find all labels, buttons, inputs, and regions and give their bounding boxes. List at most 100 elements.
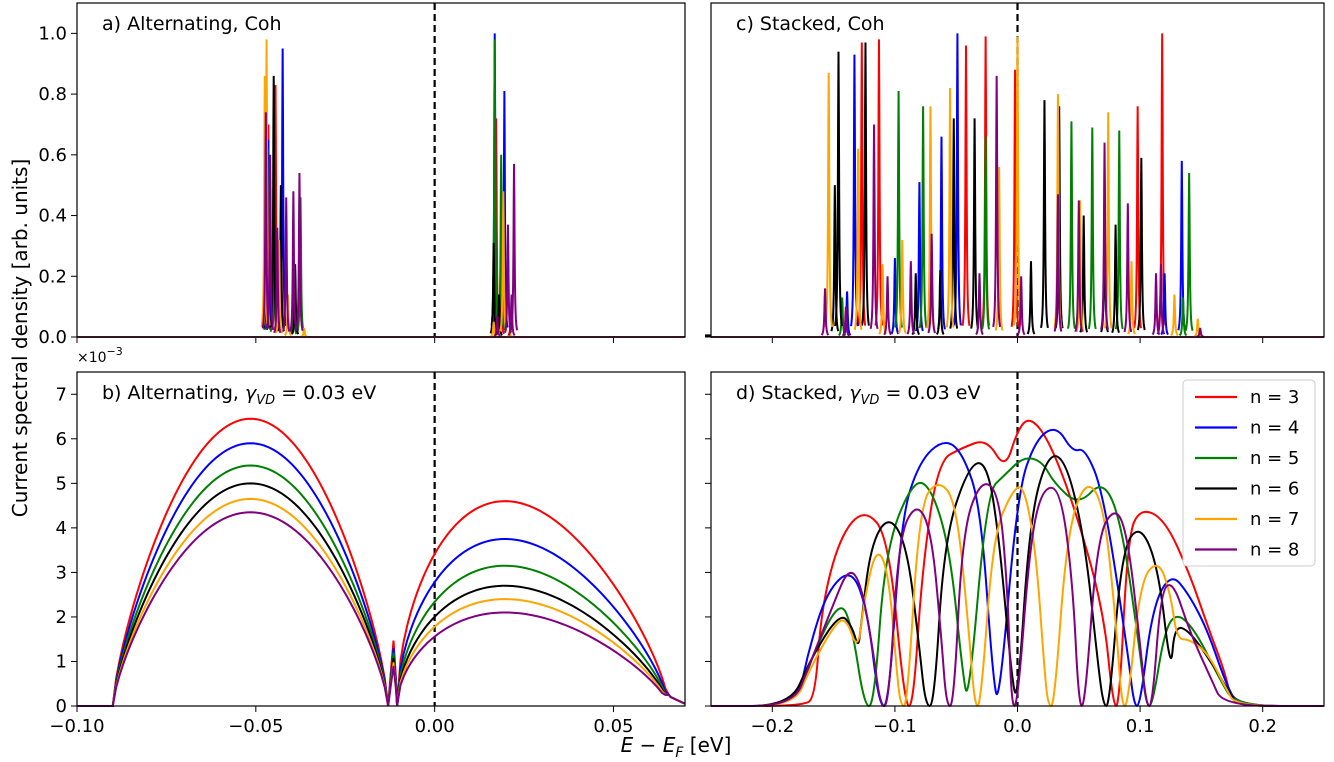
series-n4 xyxy=(77,33,685,338)
series-line-n8 xyxy=(711,483,1324,707)
y-tick-label: 0.4 xyxy=(38,206,67,227)
panel-title-subscript: VD xyxy=(256,393,275,408)
spectral-peak xyxy=(1123,203,1133,333)
series-n5 xyxy=(77,39,685,338)
spectral-peak xyxy=(1074,200,1084,333)
y-axis-multiplier: ×10−3 xyxy=(77,345,123,366)
spectral-peak xyxy=(273,227,282,334)
panel-title: c) Stacked, Coh xyxy=(736,13,885,35)
spectral-peak xyxy=(1026,261,1036,335)
panel-title-gamma: γ xyxy=(245,382,258,404)
y-tick-label: 1.0 xyxy=(38,23,67,44)
series-line-n7 xyxy=(77,497,686,707)
y-tick-label: 2 xyxy=(56,607,67,628)
spectral-peak xyxy=(1067,121,1076,329)
y-tick-label: 0.8 xyxy=(38,84,67,105)
y-tick-label: 0.0 xyxy=(38,327,67,348)
spectral-peak xyxy=(1178,297,1188,337)
panel-title: b) Alternating, γVD = 0.03 eV xyxy=(102,382,376,408)
spectral-peak xyxy=(992,75,1002,328)
legend: n = 3 n = 4 n = 5 n = 6 n = 7 n = 8 xyxy=(1182,379,1316,567)
spectral-peak xyxy=(1100,142,1109,330)
spectral-peak xyxy=(507,294,516,337)
spectral-peak xyxy=(861,42,870,326)
spectral-peak xyxy=(1184,173,1194,331)
panel-title: d) Stacked, γVD = 0.03 eV xyxy=(736,382,980,408)
spectral-peak xyxy=(1196,327,1204,338)
spectral-peak xyxy=(869,124,879,330)
spectral-peak xyxy=(1016,276,1026,336)
series-line-n5 xyxy=(77,464,686,707)
spectral-peak xyxy=(945,88,955,328)
spectral-peak xyxy=(295,173,304,331)
y-tick-label: 4 xyxy=(56,518,67,539)
legend-label: n = 8 xyxy=(1250,540,1299,561)
x-tick-label: −0.1 xyxy=(873,716,917,737)
panel-title-subscript: VD xyxy=(861,393,880,408)
spectral-peak xyxy=(1127,261,1136,335)
y-axis-label: Current spectral density [arb. units] xyxy=(8,159,32,517)
y-axis-multiplier-exponent: −3 xyxy=(107,345,123,358)
plot-frame xyxy=(76,2,686,338)
y-tick-label: 6 xyxy=(56,429,67,450)
panel-c-stacked-coh: c) Stacked, Coh xyxy=(705,2,1325,343)
spectral-peak xyxy=(927,233,937,334)
spectral-peak xyxy=(282,197,291,332)
spectral-peak xyxy=(300,327,308,338)
series-n3 xyxy=(77,84,685,338)
spectral-peak xyxy=(289,191,298,332)
spectral-peak xyxy=(1160,273,1169,336)
panel-a-alternating-coh: 0.0 0.2 0.4 0.6 0.8 1.0 a) Alternating, Coh xyxy=(38,2,686,348)
series-line-n3 xyxy=(711,419,1324,707)
spectral-peak xyxy=(824,72,834,327)
x-tick-label: 0.0 xyxy=(1003,716,1032,737)
spectral-peak xyxy=(1111,224,1120,334)
plot-frame xyxy=(710,2,1325,338)
spectral-peak xyxy=(970,118,980,329)
panel-title-gamma: γ xyxy=(849,382,862,404)
x-tick-label: −0.2 xyxy=(750,716,794,737)
y-tick-label: 5 xyxy=(56,473,67,494)
series-n7 xyxy=(77,39,685,338)
spectral-peak xyxy=(275,239,284,334)
spectral-peak xyxy=(834,51,843,327)
spectral-peak xyxy=(853,148,863,330)
spectral-peak xyxy=(1193,318,1202,338)
spectral-peak xyxy=(1053,194,1063,332)
spectral-peak xyxy=(1170,294,1179,337)
x-tick-label: 0.05 xyxy=(593,716,633,737)
panel-title-tail: = 0.03 eV xyxy=(879,382,980,404)
legend-label: n = 7 xyxy=(1250,509,1299,530)
y-axis-multiplier-base: ×10 xyxy=(77,350,107,366)
x-tick-label: 0.00 xyxy=(415,716,455,737)
series-line-n4 xyxy=(77,442,686,707)
y-tick-label: 3 xyxy=(56,562,67,583)
x-tick-label: 0.2 xyxy=(1248,716,1277,737)
panel-title-main: b) Alternating, xyxy=(102,382,245,404)
y-tick-label: 1 xyxy=(56,651,67,672)
series-n8 xyxy=(77,112,685,338)
spectral-peak xyxy=(1136,157,1146,331)
spectral-peak xyxy=(981,136,991,330)
series-line-n6 xyxy=(77,482,686,707)
y-tick-label: 0 xyxy=(56,696,67,717)
series-line-n7 xyxy=(711,484,1324,707)
spectral-peak xyxy=(975,273,984,336)
spectral-peak xyxy=(906,261,916,335)
series-line-n3 xyxy=(77,417,686,707)
spectral-peak xyxy=(918,106,928,329)
x-tick-label: 0.1 xyxy=(1126,716,1155,737)
panel-title-main: d) Stacked, xyxy=(736,382,849,404)
spectral-peak xyxy=(1040,100,1049,329)
series-n6 xyxy=(77,75,685,338)
legend-label: n = 5 xyxy=(1250,448,1299,469)
legend-label: n = 4 xyxy=(1250,418,1299,439)
legend-label: n = 3 xyxy=(1250,387,1299,408)
x-axis-label-sub: F xyxy=(675,745,684,761)
spectral-peak xyxy=(897,239,907,334)
plot-frame xyxy=(710,371,1325,707)
x-axis-label-unit: [eV] xyxy=(683,733,731,757)
panel-b-alternating-gamma: −0.10 −0.05 0.00 0.05 0 1 2 3 4 5 6 7 b) Alternating… xyxy=(49,345,686,737)
series-line-n5 xyxy=(711,457,1324,707)
